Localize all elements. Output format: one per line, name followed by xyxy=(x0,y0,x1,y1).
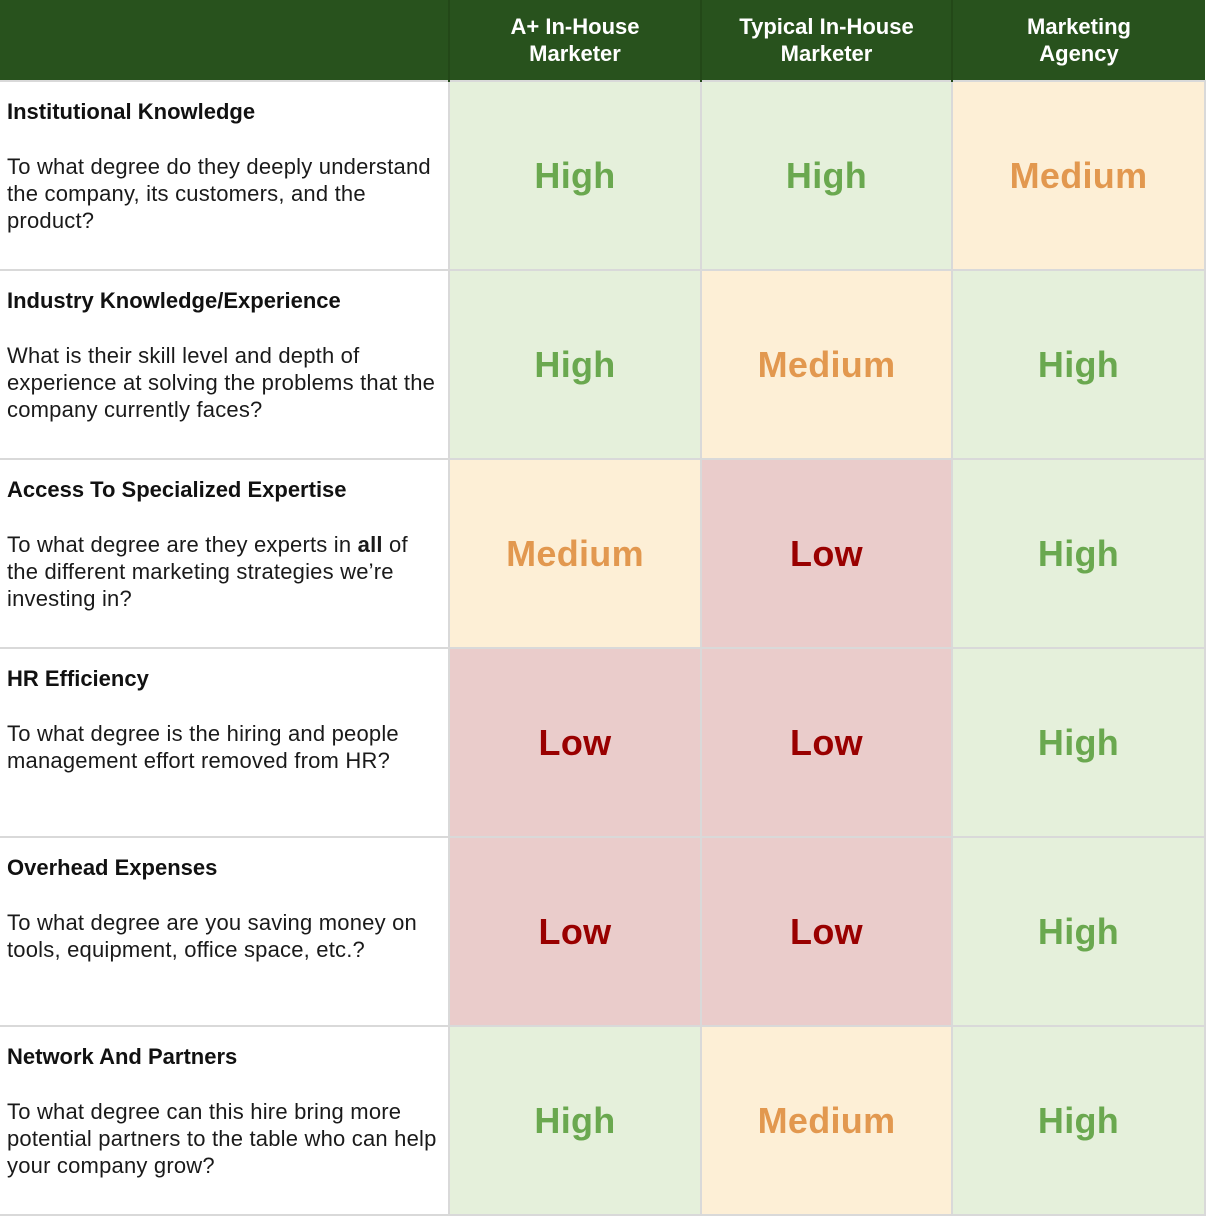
criterion-title: Access To Specialized Expertise xyxy=(7,477,347,502)
header-corner-cell xyxy=(0,0,449,81)
table-row: Institutional Knowledge To what degree do… xyxy=(0,80,1206,271)
rating-value: High xyxy=(1037,343,1120,385)
rating-value: Low xyxy=(790,532,863,574)
criterion-title: HR Efficiency xyxy=(7,666,149,691)
column-header-a-plus-in-house: A+ In-House Marketer xyxy=(448,0,701,81)
criterion-title: Institutional Knowledge xyxy=(7,99,256,124)
column-header-line: Marketer xyxy=(529,41,621,66)
criterion-description-part: To what degree is the hiring and people … xyxy=(7,721,399,773)
criterion-description-part: To what degree are you saving money on t… xyxy=(7,910,417,962)
rating-cell-marketing-agency: High xyxy=(951,1025,1206,1216)
header-row: A+ In-House Marketer Typical In-House Ma… xyxy=(0,0,1205,81)
criterion-description-part: To what degree do they deeply understand… xyxy=(7,154,431,233)
criterion-description: To what degree are they experts in all o… xyxy=(7,531,442,612)
criterion-cell: Access To Specialized Expertise To what d… xyxy=(0,458,450,649)
rating-value: High xyxy=(534,154,616,196)
rating-cell-marketing-agency: High xyxy=(951,269,1206,460)
rating-cell-typical-in-house: Low xyxy=(700,458,953,649)
column-header-line: Agency xyxy=(1039,41,1119,66)
rating-value: High xyxy=(785,154,868,196)
criterion-title: Industry Knowledge/Experience xyxy=(7,288,341,313)
rating-value: Low xyxy=(538,910,612,952)
rating-value: High xyxy=(534,343,616,385)
rating-value: Medium xyxy=(757,1099,896,1141)
rating-cell-typical-in-house: Medium xyxy=(700,1025,953,1216)
criterion-description-part: What is their skill level and depth of e… xyxy=(7,343,436,422)
column-header-line: Marketer xyxy=(780,41,873,66)
table-row: Overhead Expenses To what degree are you … xyxy=(0,836,1206,1027)
rating-value: Low xyxy=(790,910,863,952)
rating-cell-a-plus-in-house: High xyxy=(448,1025,702,1216)
rating-cell-a-plus-in-house: High xyxy=(448,80,702,271)
rating-value: High xyxy=(534,1099,616,1141)
rating-cell-marketing-agency: High xyxy=(951,836,1206,1027)
rating-value: High xyxy=(1037,910,1120,952)
rating-cell-a-plus-in-house: Low xyxy=(448,836,702,1027)
rating-value: Low xyxy=(790,721,863,763)
table-row: Network And Partners To what degree can t… xyxy=(0,1025,1206,1216)
criterion-description-part: of the different marketing strategies we… xyxy=(7,532,408,611)
rating-cell-typical-in-house: Low xyxy=(700,647,953,838)
rating-value: High xyxy=(1037,721,1120,763)
rating-cell-typical-in-house: Low xyxy=(700,836,953,1027)
criterion-description: What is their skill level and depth of e… xyxy=(7,342,442,423)
rating-value: High xyxy=(1037,532,1120,574)
rating-value: Medium xyxy=(506,532,644,574)
criterion-description-part: To what degree are they experts in xyxy=(7,532,358,557)
rating-cell-typical-in-house: Medium xyxy=(700,269,953,460)
column-header-line: Marketing xyxy=(1027,14,1131,39)
criterion-description-part: all xyxy=(357,532,383,557)
rating-cell-a-plus-in-house: Medium xyxy=(448,458,702,649)
criterion-cell: HR Efficiency To what degree is the hirin… xyxy=(0,647,450,838)
rating-cell-a-plus-in-house: High xyxy=(448,269,702,460)
rating-cell-a-plus-in-house: Low xyxy=(448,647,702,838)
column-header-typical-in-house: Typical In-House Marketer xyxy=(700,0,952,81)
column-header-marketing-agency: Marketing Agency xyxy=(951,0,1205,81)
criterion-description-part: To what degree can this hire bring more … xyxy=(7,1099,437,1178)
rating-value: Medium xyxy=(1009,154,1148,196)
rating-value: High xyxy=(1037,1099,1120,1141)
criterion-cell: Industry Knowledge/Experience What is the… xyxy=(0,269,450,460)
rating-value: Low xyxy=(538,721,612,763)
table-row: Industry Knowledge/Experience What is the… xyxy=(0,269,1206,460)
criterion-cell: Network And Partners To what degree can t… xyxy=(0,1025,450,1216)
column-header-line: A+ In-House xyxy=(510,14,640,39)
criterion-cell: Institutional Knowledge To what degree do… xyxy=(0,80,450,271)
rating-cell-marketing-agency: High xyxy=(951,647,1206,838)
column-header-line: Typical In-House xyxy=(739,14,914,39)
rating-cell-typical-in-house: High xyxy=(700,80,953,271)
table-row: HR Efficiency To what degree is the hirin… xyxy=(0,647,1206,838)
criterion-title: Network And Partners xyxy=(7,1044,238,1069)
table-row: Access To Specialized Expertise To what d… xyxy=(0,458,1206,649)
criterion-description: To what degree are you saving money on t… xyxy=(7,909,442,963)
rating-cell-marketing-agency: Medium xyxy=(951,80,1206,271)
rating-value: Medium xyxy=(757,343,896,385)
criterion-description: To what degree is the hiring and people … xyxy=(7,720,442,774)
rating-cell-marketing-agency: High xyxy=(951,458,1206,649)
table-body: Institutional Knowledge To what degree do… xyxy=(0,80,1206,1216)
criterion-description: To what degree do they deeply understand… xyxy=(7,153,442,234)
criterion-cell: Overhead Expenses To what degree are you … xyxy=(0,836,450,1027)
criterion-description: To what degree can this hire bring more … xyxy=(7,1098,442,1179)
criterion-title: Overhead Expenses xyxy=(7,855,218,880)
